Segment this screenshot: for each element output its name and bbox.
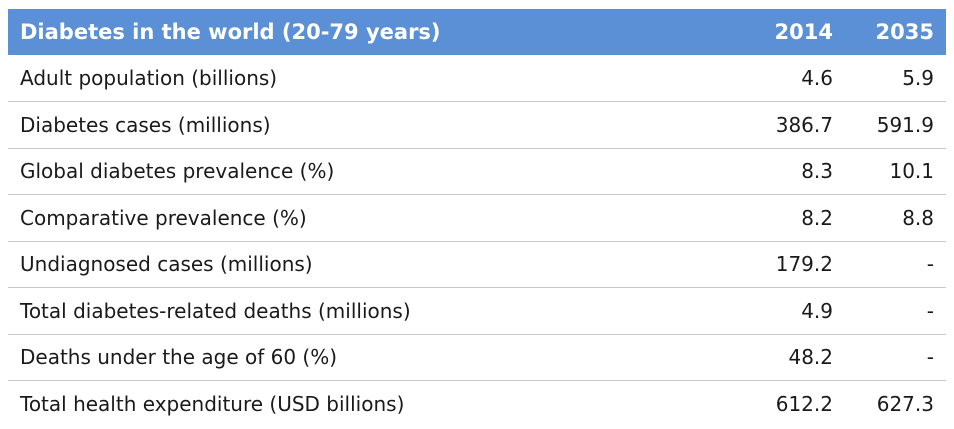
value-2035: 627.3 — [876, 392, 934, 416]
table-row: Total diabetes-related deaths (millions)… — [8, 288, 946, 334]
diabetes-table-container: Diabetes in the world (20-79 years) 2014… — [8, 9, 946, 429]
value-2014: 8.3 — [801, 159, 833, 184]
value-2014: 8.2 — [801, 205, 833, 230]
value-2035: 591.9 — [876, 112, 934, 137]
table-row: Undiagnosed cases (millions) 179.2 - — [8, 241, 946, 288]
table-body: Adult population (billions) 4.6 5.9 Diabete… — [8, 55, 946, 427]
value-2035: 8.8 — [902, 205, 934, 230]
value-2014: 48.2 — [788, 345, 833, 370]
table-row: Deaths under the age of 60 (%) 48.2 - — [8, 334, 946, 381]
row-label: Adult population (billions) — [20, 66, 278, 90]
value-2035: - — [926, 345, 934, 370]
value-2014: 612.2 — [775, 392, 833, 416]
table-row: Comparative prevalence (%) 8.2 8.8 — [8, 195, 946, 241]
row-label: Total diabetes-related deaths (millions) — [20, 298, 411, 323]
table-row: Adult population (billions) 4.6 5.9 — [8, 55, 946, 102]
value-2014: 4.9 — [801, 298, 833, 323]
value-2035: - — [926, 298, 934, 323]
table-header-row: Diabetes in the world (20-79 years) 2014… — [8, 9, 946, 55]
value-2014: 386.7 — [775, 112, 833, 137]
table-row: Total health expenditure (USD billions) 6… — [8, 381, 946, 428]
row-label: Total health expenditure (USD billions) — [20, 392, 405, 416]
row-label: Diabetes cases (millions) — [20, 112, 271, 137]
table-row: Diabetes cases (millions) 386.7 591.9 — [8, 102, 946, 148]
header-year-2014: 2014 — [774, 20, 833, 44]
value-2014: 4.6 — [801, 66, 833, 90]
value-2035: 5.9 — [902, 66, 934, 90]
table-row: Global diabetes prevalence (%) 8.3 10.1 — [8, 148, 946, 195]
value-2035: 10.1 — [889, 159, 934, 184]
row-label: Global diabetes prevalence (%) — [20, 159, 335, 184]
row-label: Comparative prevalence (%) — [20, 205, 307, 230]
row-label: Undiagnosed cases (millions) — [20, 252, 313, 277]
row-label: Deaths under the age of 60 (%) — [20, 345, 338, 370]
value-2035: - — [926, 252, 934, 277]
header-year-2035: 2035 — [875, 20, 934, 44]
value-2014: 179.2 — [775, 252, 833, 277]
diabetes-table: Diabetes in the world (20-79 years) 2014… — [8, 9, 946, 427]
header-title: Diabetes in the world (20-79 years) — [20, 20, 441, 44]
